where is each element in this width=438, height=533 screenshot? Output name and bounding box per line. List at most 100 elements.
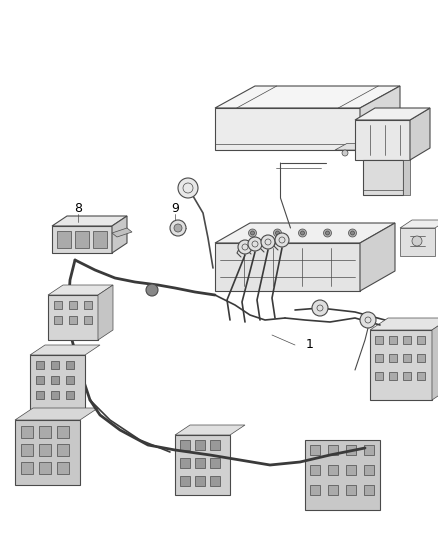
Circle shape xyxy=(300,231,304,235)
Polygon shape xyxy=(328,445,338,455)
Polygon shape xyxy=(355,120,410,160)
Circle shape xyxy=(325,231,329,235)
Polygon shape xyxy=(39,426,51,438)
Polygon shape xyxy=(210,476,220,486)
Polygon shape xyxy=(375,372,383,380)
Polygon shape xyxy=(54,316,62,324)
Circle shape xyxy=(349,229,357,237)
Polygon shape xyxy=(36,376,44,384)
Polygon shape xyxy=(57,444,69,456)
Polygon shape xyxy=(175,425,245,435)
Circle shape xyxy=(261,235,275,249)
Circle shape xyxy=(324,229,332,237)
Polygon shape xyxy=(57,462,69,474)
Polygon shape xyxy=(417,354,425,362)
Polygon shape xyxy=(30,355,85,410)
Polygon shape xyxy=(360,86,400,150)
Polygon shape xyxy=(210,458,220,468)
Polygon shape xyxy=(389,336,397,344)
Polygon shape xyxy=(417,336,425,344)
Polygon shape xyxy=(364,445,374,455)
Polygon shape xyxy=(54,301,62,309)
Polygon shape xyxy=(180,458,190,468)
Polygon shape xyxy=(215,108,360,150)
Polygon shape xyxy=(69,301,77,309)
Polygon shape xyxy=(346,465,356,475)
Polygon shape xyxy=(215,243,360,291)
Polygon shape xyxy=(410,108,430,160)
Polygon shape xyxy=(66,361,74,369)
Polygon shape xyxy=(39,444,51,456)
Polygon shape xyxy=(432,318,438,400)
Circle shape xyxy=(248,237,262,251)
Polygon shape xyxy=(403,372,411,380)
Polygon shape xyxy=(112,216,127,253)
Polygon shape xyxy=(370,318,438,330)
Polygon shape xyxy=(175,435,230,495)
Polygon shape xyxy=(84,301,92,309)
Polygon shape xyxy=(403,160,410,195)
Polygon shape xyxy=(400,228,435,256)
Circle shape xyxy=(248,229,257,237)
Polygon shape xyxy=(355,108,430,120)
Polygon shape xyxy=(69,316,77,324)
Circle shape xyxy=(412,236,422,246)
Polygon shape xyxy=(375,336,383,344)
Circle shape xyxy=(178,178,198,198)
Polygon shape xyxy=(370,330,432,400)
Polygon shape xyxy=(389,372,397,380)
Polygon shape xyxy=(180,440,190,450)
Polygon shape xyxy=(51,361,59,369)
Polygon shape xyxy=(346,485,356,495)
Circle shape xyxy=(312,300,328,316)
Polygon shape xyxy=(39,462,51,474)
Polygon shape xyxy=(310,485,320,495)
Polygon shape xyxy=(52,216,127,226)
Polygon shape xyxy=(51,376,59,384)
Polygon shape xyxy=(215,86,400,108)
Polygon shape xyxy=(400,220,438,228)
Circle shape xyxy=(251,231,254,235)
Circle shape xyxy=(360,312,376,328)
Circle shape xyxy=(238,240,252,254)
Circle shape xyxy=(342,150,348,156)
Circle shape xyxy=(170,220,186,236)
Polygon shape xyxy=(417,372,425,380)
Polygon shape xyxy=(346,445,356,455)
Polygon shape xyxy=(364,485,374,495)
Polygon shape xyxy=(195,458,205,468)
Polygon shape xyxy=(364,465,374,475)
Circle shape xyxy=(273,229,282,237)
Polygon shape xyxy=(57,231,71,248)
Polygon shape xyxy=(57,426,69,438)
Circle shape xyxy=(276,231,279,235)
Polygon shape xyxy=(84,316,92,324)
Text: 1: 1 xyxy=(306,338,314,351)
Polygon shape xyxy=(363,160,403,195)
Polygon shape xyxy=(328,465,338,475)
Polygon shape xyxy=(360,223,395,291)
Polygon shape xyxy=(30,345,100,355)
Circle shape xyxy=(299,229,307,237)
Polygon shape xyxy=(310,445,320,455)
Polygon shape xyxy=(403,354,411,362)
Polygon shape xyxy=(335,143,367,150)
Polygon shape xyxy=(66,391,74,399)
Polygon shape xyxy=(48,295,98,340)
Polygon shape xyxy=(328,485,338,495)
Polygon shape xyxy=(52,226,112,253)
Polygon shape xyxy=(305,440,380,510)
Polygon shape xyxy=(310,465,320,475)
Circle shape xyxy=(146,284,158,296)
Polygon shape xyxy=(21,462,33,474)
Text: 8: 8 xyxy=(74,201,82,214)
Polygon shape xyxy=(389,354,397,362)
Polygon shape xyxy=(210,440,220,450)
Circle shape xyxy=(174,224,182,232)
Polygon shape xyxy=(21,426,33,438)
Polygon shape xyxy=(36,391,44,399)
Polygon shape xyxy=(180,476,190,486)
Polygon shape xyxy=(112,228,132,237)
Polygon shape xyxy=(15,408,98,420)
Circle shape xyxy=(350,231,354,235)
